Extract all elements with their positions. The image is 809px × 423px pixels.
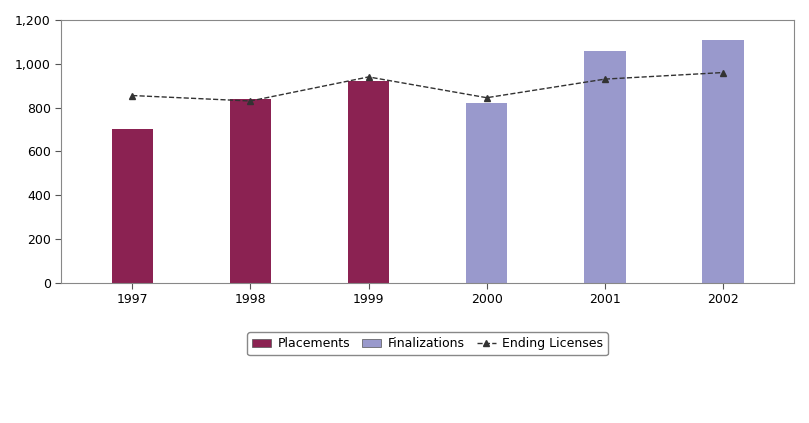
- Bar: [112, 129, 153, 283]
- Bar: [584, 51, 625, 283]
- Bar: [230, 99, 271, 283]
- Bar: [348, 81, 389, 283]
- Bar: [702, 40, 743, 283]
- Legend: Placements, Finalizations, Ending Licenses: Placements, Finalizations, Ending Licens…: [248, 332, 608, 355]
- Bar: [466, 103, 507, 283]
